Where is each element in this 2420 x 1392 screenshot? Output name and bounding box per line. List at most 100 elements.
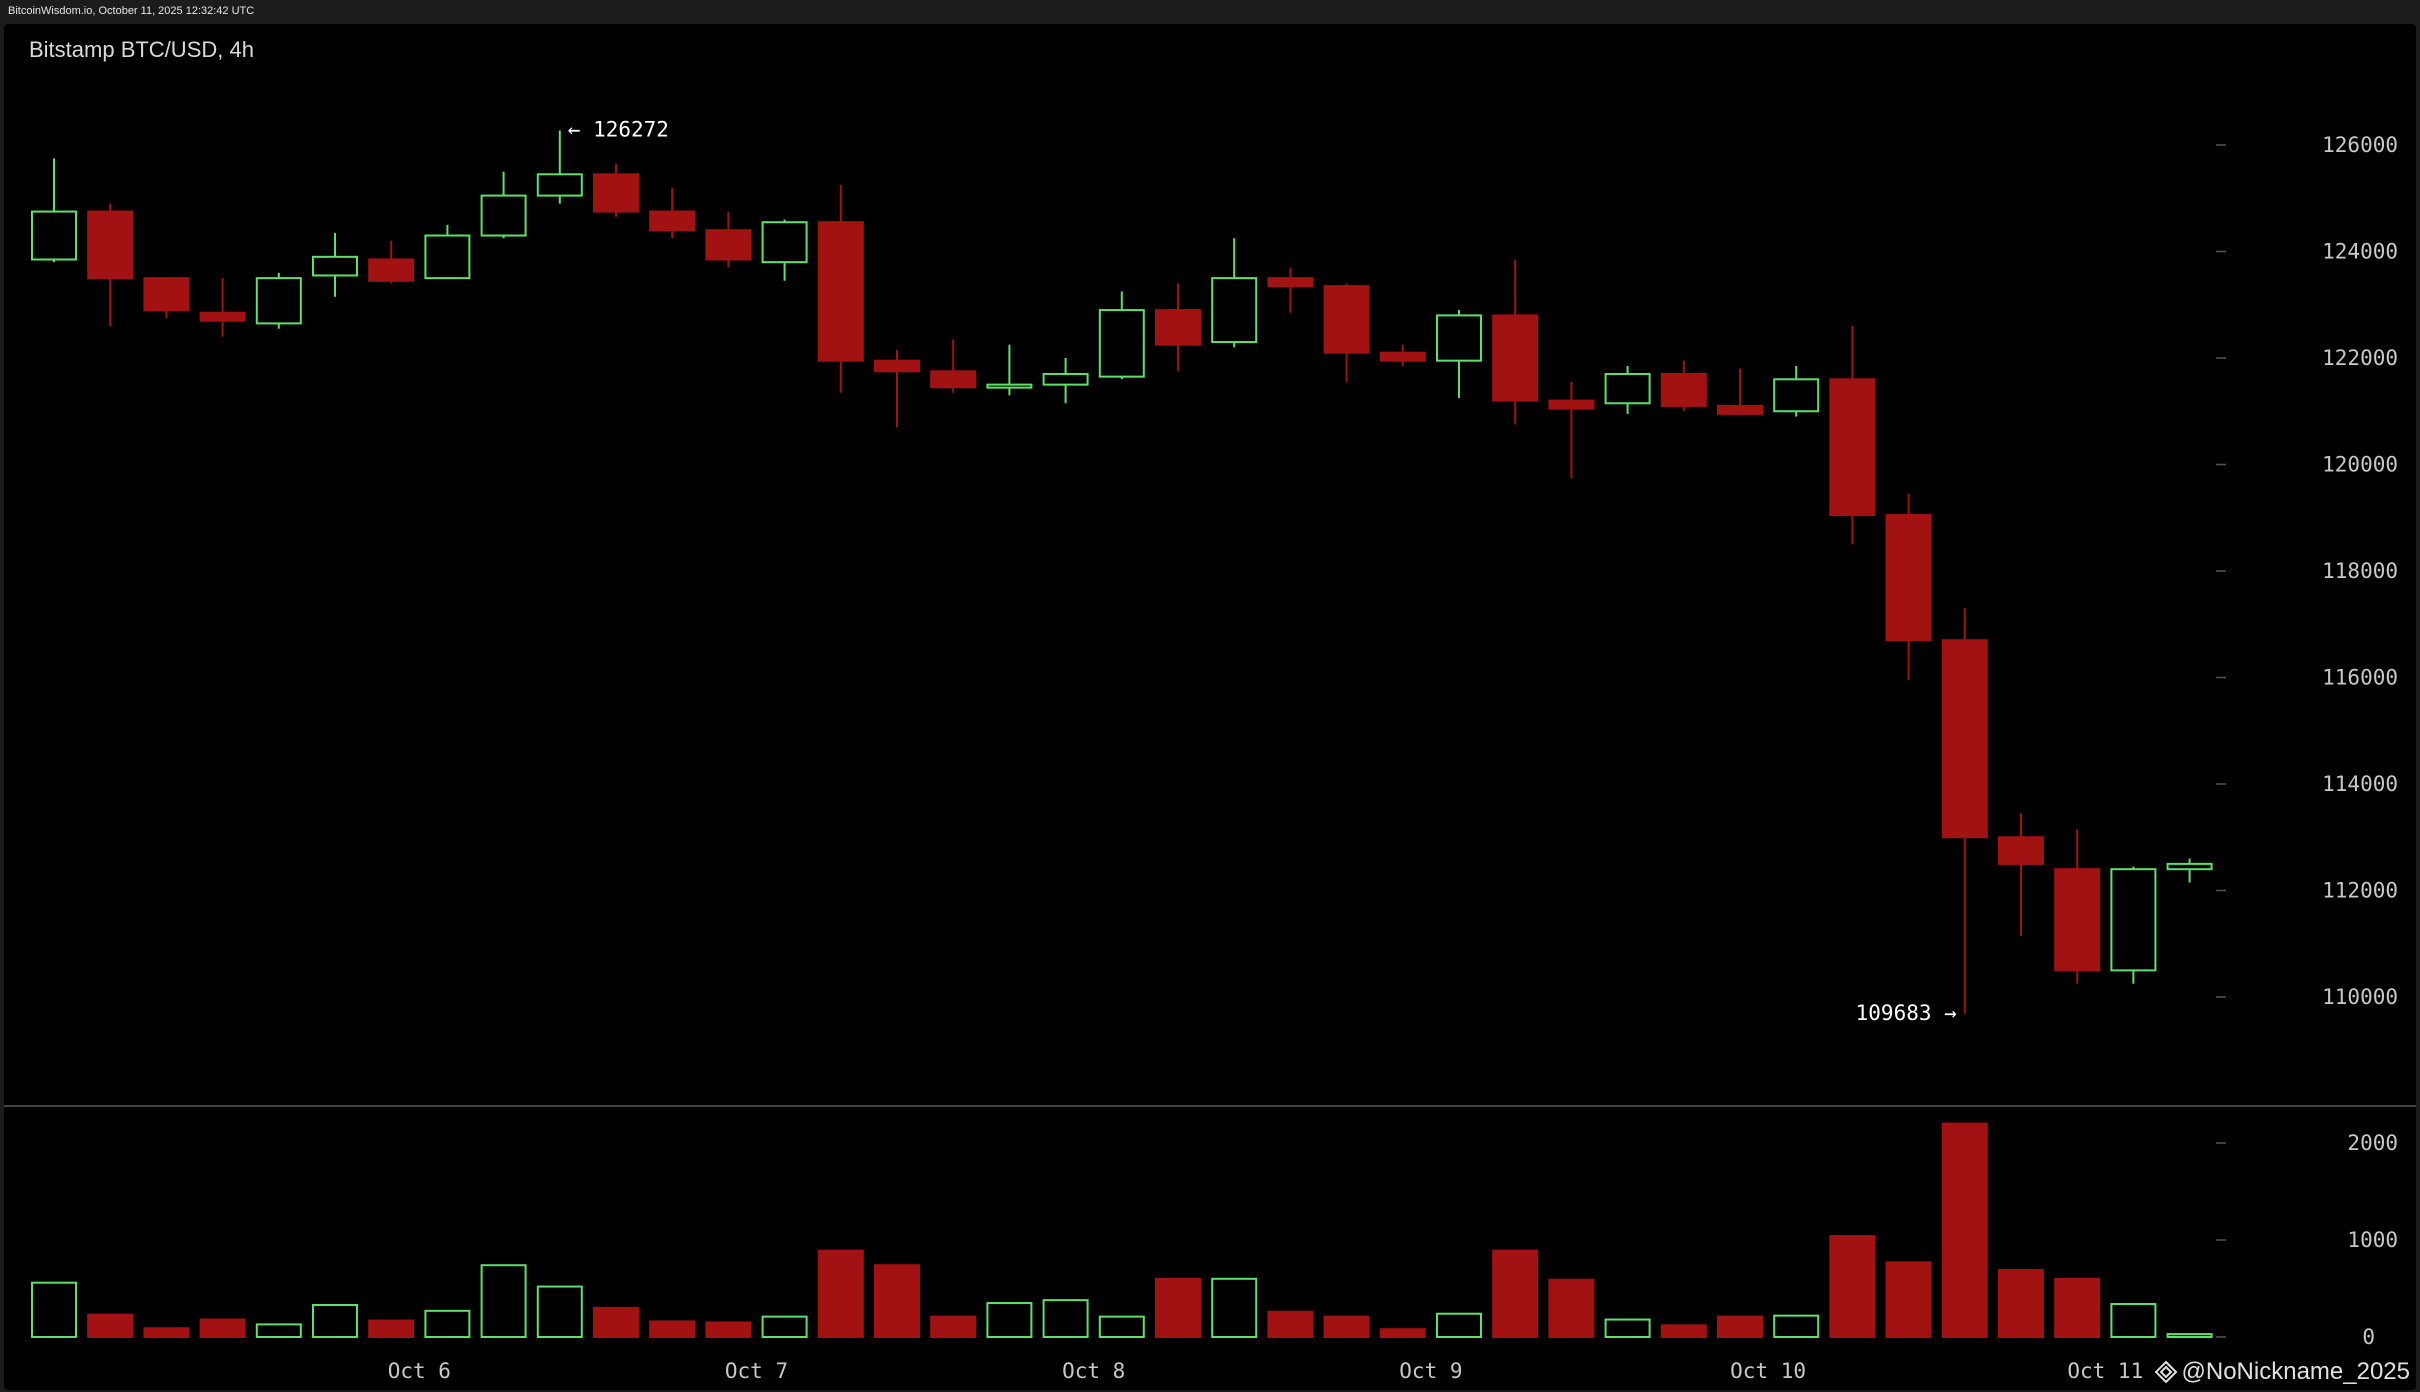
price-tick-label: 120000 — [2322, 453, 2398, 477]
volume-bar — [2054, 1277, 2101, 1339]
candle-body — [705, 229, 752, 261]
volume-bar — [143, 1327, 190, 1339]
volume-bar — [986, 1302, 1033, 1339]
candle-body — [761, 221, 808, 264]
volume-bar — [2166, 1333, 2213, 1338]
volume-bar — [874, 1264, 920, 1338]
volume-bar — [1660, 1324, 1707, 1338]
candle-body — [649, 210, 696, 232]
candle-body — [1267, 277, 1314, 288]
high-annotation: ← 126272 — [568, 118, 669, 142]
candle-body — [2054, 868, 2101, 972]
candle-body — [1885, 514, 1932, 642]
volume-tick-label: 2000 — [2347, 1131, 2398, 1155]
candle-body — [2110, 868, 2157, 972]
candle-body — [1717, 404, 1763, 415]
volume-bar — [312, 1303, 358, 1338]
candle-body — [1998, 836, 2044, 865]
candle-body — [1211, 277, 1258, 344]
candle-body — [930, 370, 977, 389]
candle-body — [1379, 351, 1426, 362]
diamond-logo-icon — [2154, 1360, 2177, 1384]
price-tick-label: 122000 — [2322, 346, 2398, 370]
watermark: @NoNickname_2025 — [2154, 1358, 2410, 1386]
candle-body — [31, 210, 77, 261]
x-axis-label: Oct 7 — [725, 1359, 788, 1383]
candle-body — [480, 194, 527, 237]
price-tick-label: 124000 — [2322, 240, 2398, 264]
volume-bar — [1604, 1318, 1651, 1339]
volume-bar — [1941, 1122, 1988, 1338]
candle-body — [1548, 399, 1595, 410]
candle-body — [424, 234, 471, 280]
price-tick-label: 110000 — [2322, 985, 2398, 1009]
candle-body — [1436, 314, 1482, 362]
source-line: BitcoinWisdom.io, October 11, 2025 12:32… — [8, 5, 255, 17]
candle-body — [1323, 285, 1370, 354]
x-axis-label: Oct 8 — [1062, 1359, 1125, 1383]
candle-body — [1829, 378, 1876, 517]
volume-bar — [368, 1319, 415, 1339]
volume-bar — [593, 1306, 639, 1339]
volume-bar — [199, 1318, 246, 1339]
volume-bar — [1211, 1277, 1258, 1339]
candle-body — [817, 221, 864, 362]
candle-body — [986, 383, 1033, 389]
volume-bar — [1098, 1315, 1145, 1339]
price-tick-label: 118000 — [2322, 559, 2398, 583]
volume-bar — [1379, 1328, 1426, 1338]
x-axis-label: Oct 11 — [2067, 1359, 2143, 1383]
volume-bar — [1548, 1278, 1595, 1339]
x-axis-label: Oct 6 — [388, 1359, 451, 1383]
chart-title: Bitstamp BTC/USD, 4h — [29, 37, 254, 62]
candle-body — [1941, 639, 1988, 839]
volume-tick-label: 1000 — [2347, 1228, 2398, 1252]
price-tick-label: 116000 — [2322, 666, 2398, 690]
volume-bar — [1773, 1314, 1820, 1339]
volume-bar — [255, 1323, 302, 1339]
candle-body — [1492, 314, 1539, 402]
candle-body — [312, 255, 358, 277]
volume-bar — [1436, 1312, 1482, 1338]
volume-bar — [1885, 1261, 1932, 1339]
volume-bar — [31, 1281, 77, 1339]
volume-bar — [1267, 1310, 1314, 1339]
price-tick-label: 126000 — [2322, 133, 2398, 157]
candle-body — [143, 277, 190, 312]
candle-body — [199, 311, 246, 322]
candle-body — [1098, 309, 1145, 378]
top-bar: BitcoinWisdom.io, October 11, 2025 12:32… — [0, 0, 2420, 24]
volume-bar — [1717, 1315, 1763, 1339]
candle-body — [368, 258, 415, 282]
price-tick-label: 112000 — [2322, 879, 2398, 903]
watermark-text: @NoNickname_2025 — [2181, 1358, 2410, 1385]
candle-body — [874, 359, 920, 373]
volume-bar — [1998, 1269, 2044, 1338]
candle-body — [1042, 372, 1089, 386]
volume-bar — [424, 1309, 471, 1339]
volume-bar — [761, 1315, 808, 1339]
candle-body — [255, 277, 302, 325]
candle-body — [1155, 309, 1201, 346]
volume-bar — [1492, 1249, 1539, 1339]
candle-body — [2166, 862, 2213, 871]
volume-bar — [1042, 1299, 1089, 1339]
x-axis-label: Oct 9 — [1399, 1359, 1462, 1383]
candle-body — [1660, 372, 1707, 407]
candle-body — [87, 210, 134, 280]
volume-bar — [705, 1321, 752, 1338]
volume-bar — [1323, 1315, 1370, 1339]
volume-bar — [930, 1315, 977, 1339]
price-tick-label: 114000 — [2322, 772, 2398, 796]
candle-body — [1604, 372, 1651, 405]
chart-panel — [4, 24, 2416, 1390]
volume-bar — [1829, 1235, 1876, 1338]
volume-bar — [536, 1285, 583, 1339]
x-axis-label: Oct 10 — [1730, 1359, 1806, 1383]
volume-bar — [87, 1313, 134, 1338]
volume-bar — [1155, 1277, 1201, 1339]
candle-body — [593, 173, 639, 213]
candle-body — [1773, 378, 1820, 413]
volume-bar — [480, 1264, 527, 1338]
